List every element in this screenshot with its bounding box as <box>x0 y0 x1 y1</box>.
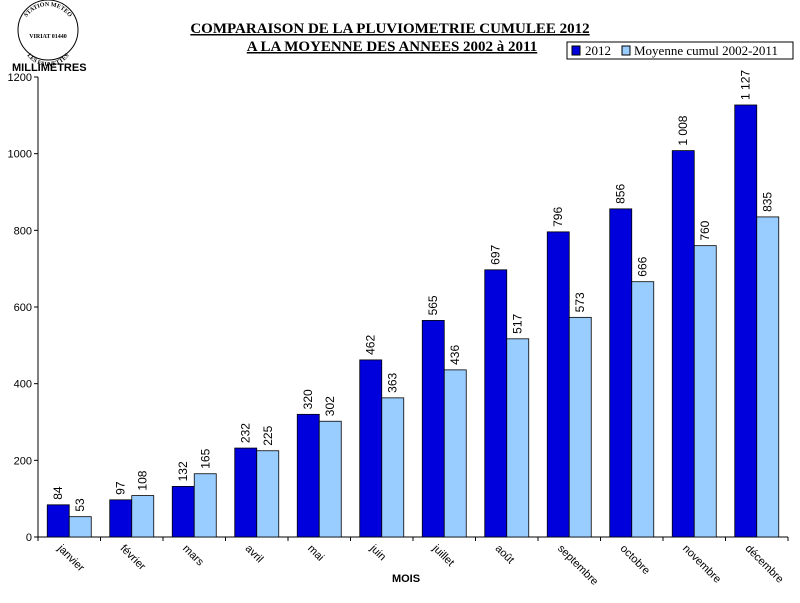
bar-2012 <box>546 231 570 538</box>
bar-moyenne <box>631 281 655 538</box>
x-tick-label: juin <box>367 542 388 563</box>
bar-2012 <box>109 499 133 538</box>
bar-moyenne <box>193 473 217 538</box>
x-tick-label: août <box>493 543 517 567</box>
y-tick-label: 800 <box>14 225 32 237</box>
data-label-moyenne: 53 <box>73 498 87 512</box>
chart-title-line2: A LA MOYENNE DES ANNEES 2002 à 2011 <box>247 39 537 55</box>
data-label-moyenne: 517 <box>511 313 525 333</box>
y-tick-label: 400 <box>14 379 32 391</box>
data-label-2012: 565 <box>426 295 440 315</box>
x-axis-title: MOIS <box>392 573 420 585</box>
x-tick-label: juillet <box>429 542 456 569</box>
bar-moyenne <box>68 516 92 538</box>
x-tick-label: mai <box>305 543 326 564</box>
bar-2012 <box>46 504 70 538</box>
logo-middle-text: VIRIAT 01440 <box>29 34 67 40</box>
bar-moyenne <box>131 495 155 538</box>
data-label-2012: 232 <box>239 423 253 443</box>
legend-label-2012: 2012 <box>585 43 611 58</box>
chart-title-line1: COMPARAISON DE LA PLUVIOMETRIE CUMULEE 2… <box>190 21 589 37</box>
bar-moyenne <box>756 216 780 538</box>
bar-2012 <box>296 413 320 538</box>
x-tick-label: avril <box>243 543 266 566</box>
legend-label-moyenne: Moyenne cumul 2002-2011 <box>634 43 778 58</box>
data-label-moyenne: 363 <box>386 373 400 393</box>
bar-moyenne <box>693 245 717 538</box>
data-label-moyenne: 225 <box>261 425 275 445</box>
x-tick-label: septembre <box>555 543 600 588</box>
y-tick-label: 1000 <box>8 149 32 161</box>
y-axis-title: MILLIMETRES <box>12 62 87 74</box>
data-label-2012: 320 <box>301 389 315 409</box>
x-tick-label: janvier <box>54 542 86 574</box>
station-logo: STATION METEO VIRIAT 01440 LES FAUVETTES <box>17 0 79 68</box>
x-tick-label: décembre <box>743 543 786 586</box>
bar-moyenne <box>256 450 280 538</box>
data-label-2012: 132 <box>176 461 190 481</box>
bar-2012 <box>359 359 383 538</box>
bar-2012 <box>609 208 633 538</box>
data-label-2012: 1 008 <box>676 115 690 145</box>
legend-swatch-2012 <box>571 45 581 56</box>
legend: 2012 Moyenne cumul 2002-2011 <box>566 41 794 60</box>
data-label-2012: 856 <box>614 184 628 204</box>
x-tick-label: février <box>118 543 148 573</box>
bar-moyenne <box>568 316 592 538</box>
data-label-moyenne: 165 <box>198 448 212 468</box>
bar-moyenne <box>506 338 530 538</box>
data-label-2012: 1 127 <box>739 70 753 100</box>
data-label-2012: 84 <box>51 486 65 500</box>
data-label-moyenne: 302 <box>323 396 337 416</box>
logo-top-text: STATION METEO <box>23 2 72 19</box>
data-label-2012: 97 <box>114 481 128 495</box>
y-tick-label: 1200 <box>8 72 32 84</box>
bar-2012 <box>484 269 508 538</box>
legend-swatch-moyenne <box>621 45 631 56</box>
data-label-moyenne: 108 <box>136 470 150 490</box>
data-label-2012: 462 <box>364 335 378 355</box>
data-label-moyenne: 436 <box>448 345 462 365</box>
x-tick-label: novembre <box>680 543 723 586</box>
x-tick-label: octobre <box>618 543 652 577</box>
bar-2012 <box>734 104 758 538</box>
y-tick-label: 600 <box>14 302 32 314</box>
y-tick-label: 200 <box>14 455 32 467</box>
bar-moyenne <box>381 397 405 538</box>
data-label-moyenne: 835 <box>761 192 775 212</box>
data-label-moyenne: 666 <box>636 256 650 276</box>
data-label-moyenne: 573 <box>573 292 587 312</box>
bar-moyenne <box>443 369 467 538</box>
plot-area: 0 200 400 600 800 1000 1200 84 53 janvier 97 108 fév… <box>8 70 789 588</box>
x-tick-label: mars <box>180 543 206 569</box>
bar-2012 <box>234 447 258 538</box>
bar-2012 <box>171 485 195 538</box>
y-tick-label: 0 <box>26 532 32 544</box>
data-label-moyenne: 760 <box>698 220 712 240</box>
bar-2012 <box>421 320 445 538</box>
data-label-2012: 697 <box>489 244 503 264</box>
bar-moyenne <box>318 420 342 538</box>
data-label-2012: 796 <box>551 207 565 227</box>
bar-2012 <box>671 150 695 538</box>
